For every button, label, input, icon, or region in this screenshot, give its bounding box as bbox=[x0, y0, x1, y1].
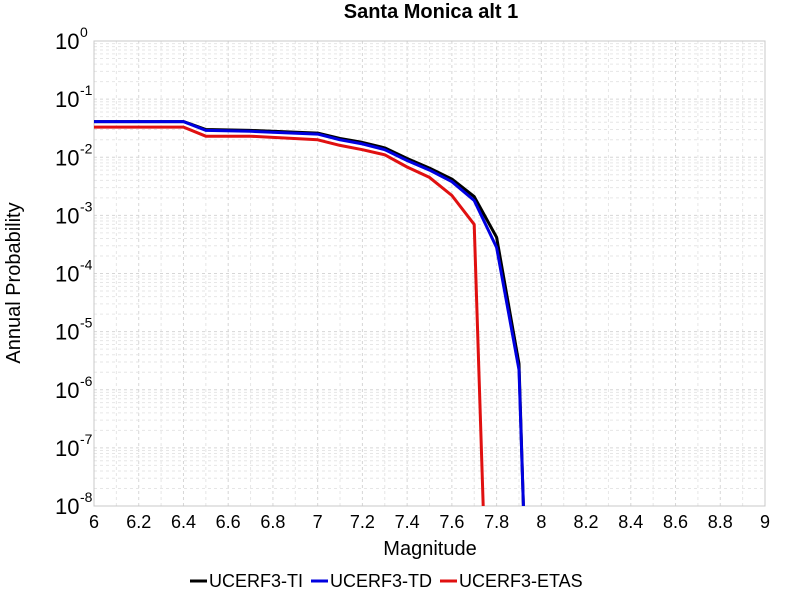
y-tick-exponent: -5 bbox=[80, 315, 93, 331]
y-tick-base: 10 bbox=[55, 320, 79, 345]
plot-area bbox=[93, 40, 766, 507]
x-tick-label: 7.2 bbox=[350, 512, 375, 532]
y-tick-label: 10 0 bbox=[55, 24, 88, 54]
chart-title: Santa Monica alt 1 bbox=[344, 1, 519, 23]
x-tick-label: 8.8 bbox=[708, 512, 733, 532]
y-tick-label: 10 -3 bbox=[55, 198, 93, 228]
x-tick-label: 6.2 bbox=[126, 512, 151, 532]
y-tick-exponent: -6 bbox=[80, 373, 93, 389]
y-tick-base: 10 bbox=[55, 29, 79, 54]
y-tick-exponent: -8 bbox=[80, 489, 93, 505]
y-tick-exponent: -7 bbox=[80, 431, 93, 447]
y-tick-base: 10 bbox=[55, 87, 79, 112]
x-axis-label: Magnitude bbox=[383, 538, 476, 560]
x-tick-label: 7.4 bbox=[395, 512, 420, 532]
x-tick-label: 9 bbox=[760, 512, 770, 532]
y-tick-label: 10 -6 bbox=[55, 373, 93, 403]
x-tick-label: 7.6 bbox=[439, 512, 464, 532]
y-tick-label: 10 -4 bbox=[55, 257, 93, 287]
y-tick-exponent: -4 bbox=[80, 257, 93, 273]
y-tick-base: 10 bbox=[55, 203, 79, 228]
y-tick-base: 10 bbox=[55, 494, 79, 519]
y-tick-exponent: 0 bbox=[80, 24, 88, 40]
series-line-ucerf3-etas bbox=[94, 125, 485, 507]
x-tick-label: 6 bbox=[89, 512, 99, 532]
x-tick-label: 7.8 bbox=[484, 512, 509, 532]
x-tick-label: 8.4 bbox=[618, 512, 643, 532]
x-tick-label: 6.8 bbox=[260, 512, 285, 532]
y-tick-label: 10 -8 bbox=[55, 489, 93, 519]
y-tick-label: 10 -5 bbox=[55, 315, 93, 345]
legend-label: UCERF3-TD bbox=[330, 571, 432, 591]
x-tick-label: 6.4 bbox=[171, 512, 196, 532]
y-tick-base: 10 bbox=[55, 262, 79, 287]
x-tick-label: 6.6 bbox=[216, 512, 241, 532]
y-tick-label: 10 -2 bbox=[55, 140, 93, 170]
y-tick-exponent: -1 bbox=[80, 82, 93, 98]
grid bbox=[93, 40, 766, 507]
y-tick-label: 10 -7 bbox=[55, 431, 93, 461]
series-layer bbox=[94, 120, 525, 507]
x-tick-label: 8.6 bbox=[663, 512, 688, 532]
x-tick-labels: 6 6.2 6.4 6.6 6.8 7 7.2 7.4 7.6 7.8 8 8.2 8.4 8.6 8.8 9 bbox=[89, 512, 770, 532]
legend-label: UCERF3-TI bbox=[209, 571, 303, 591]
y-tick-exponent: -3 bbox=[80, 198, 93, 214]
y-axis-label: Annual Probability bbox=[3, 202, 25, 363]
series-line-ucerf3-td bbox=[94, 120, 525, 507]
x-tick-label: 8 bbox=[536, 512, 546, 532]
x-tick-label: 8.2 bbox=[574, 512, 599, 532]
y-tick-base: 10 bbox=[55, 436, 79, 461]
y-tick-base: 10 bbox=[55, 378, 79, 403]
y-tick-label: 10 -1 bbox=[55, 82, 93, 112]
legend: UCERF3-TI UCERF3-TD UCERF3-ETAS bbox=[190, 571, 583, 591]
legend-label: UCERF3-ETAS bbox=[459, 571, 583, 591]
x-tick-label: 7 bbox=[313, 512, 323, 532]
y-tick-exponent: -2 bbox=[80, 140, 93, 156]
y-tick-base: 10 bbox=[55, 145, 79, 170]
